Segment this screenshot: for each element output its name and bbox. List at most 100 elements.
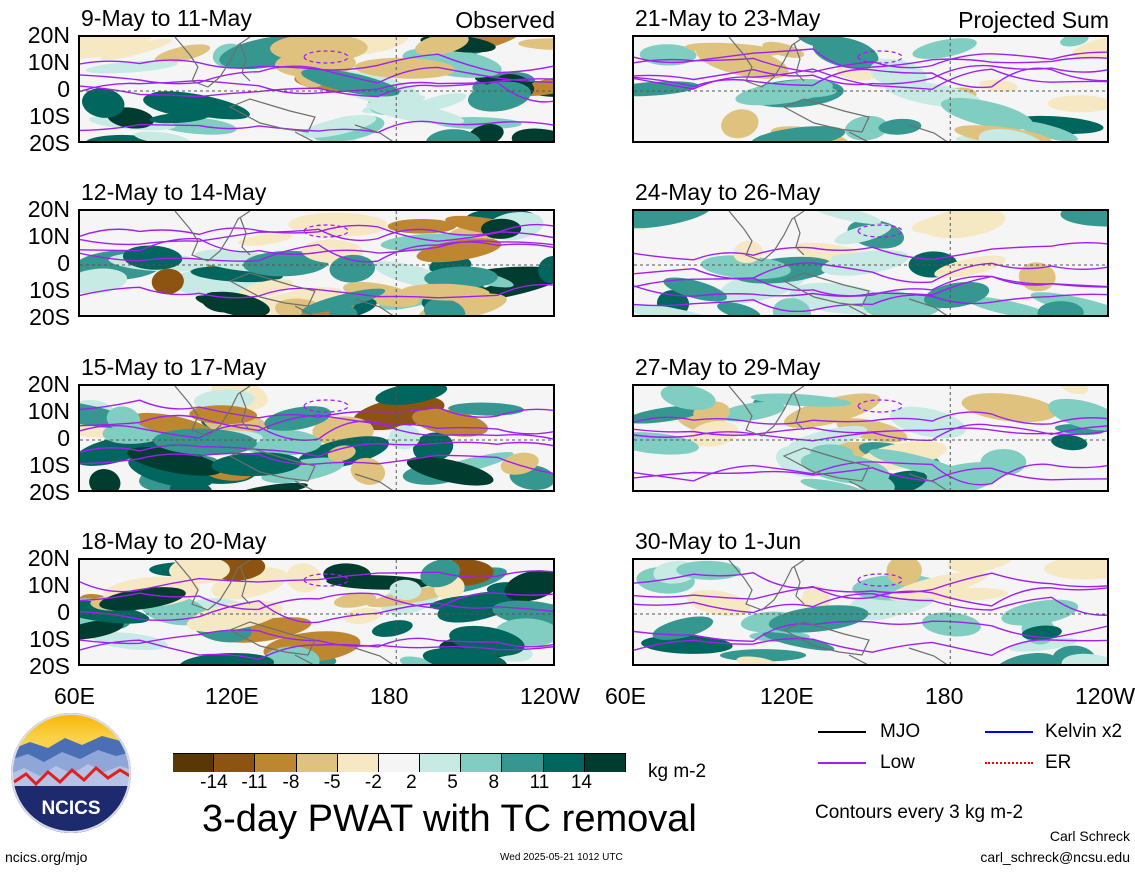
pwat-anomaly-shade bbox=[511, 128, 553, 141]
pwat-anomaly-shade bbox=[1009, 637, 1078, 652]
low-contour bbox=[80, 420, 553, 441]
colorbar-swatch bbox=[255, 754, 297, 772]
low-contour bbox=[80, 53, 553, 74]
colorbar-tick-label: -5 bbox=[323, 772, 341, 793]
pwat-anomaly-shade bbox=[845, 115, 888, 141]
panel-title: 30-May to 1-Jun bbox=[635, 528, 802, 554]
legend-label-kelvin: Kelvin x2 bbox=[1045, 721, 1123, 742]
lat-label: 10N bbox=[27, 49, 70, 75]
pwat-anomaly-shade bbox=[429, 594, 505, 611]
footer-email[interactable]: carl_schreck@ncsu.edu bbox=[980, 849, 1130, 865]
coastline bbox=[908, 473, 948, 490]
coastline bbox=[728, 560, 805, 611]
footer-url[interactable]: ncics.org/mjo bbox=[5, 849, 88, 865]
low-contour bbox=[634, 64, 1107, 86]
colorbar-tick-label: 8 bbox=[488, 772, 500, 793]
pwat-anomaly-shade bbox=[415, 37, 469, 56]
pwat-anomaly-shade bbox=[717, 302, 761, 315]
panel-label: Projected Sum bbox=[958, 7, 1109, 33]
lon-label: 180 bbox=[370, 683, 409, 709]
pwat-anomaly-shade bbox=[660, 386, 716, 411]
lon-label: 180 bbox=[925, 683, 964, 709]
lon-label: 120E bbox=[760, 683, 814, 709]
pwat-anomaly-shade bbox=[911, 212, 987, 234]
colorbar-swatch bbox=[214, 754, 256, 772]
low-contour bbox=[80, 241, 553, 263]
pwat-anomaly-shade bbox=[1037, 301, 1084, 315]
pwat-anomaly-shade bbox=[1001, 599, 1079, 626]
panel-title: 18-May to 20-May bbox=[81, 528, 267, 554]
pwat-anomaly-shade bbox=[1016, 121, 1078, 141]
legend-label-low: Low bbox=[880, 752, 915, 773]
pwat-anomaly-shade bbox=[1043, 560, 1107, 580]
lon-label: 120W bbox=[520, 683, 581, 709]
pwat-anomaly-shade bbox=[82, 88, 125, 118]
pwat-anomaly-shade bbox=[777, 85, 837, 98]
coastline bbox=[294, 480, 314, 490]
coastline bbox=[782, 621, 870, 656]
low-contour bbox=[80, 399, 553, 419]
pwat-anomaly-shade bbox=[762, 41, 805, 58]
colorbar-swatch bbox=[173, 754, 215, 772]
colorbar-tick-label: 11 bbox=[529, 772, 550, 793]
lat-label: 20N bbox=[27, 22, 70, 48]
pwat-anomaly-shade bbox=[912, 38, 977, 59]
pwat-anomaly-shade bbox=[955, 135, 1014, 141]
coastline bbox=[908, 647, 948, 664]
lat-label: 20S bbox=[29, 653, 70, 679]
low-contour bbox=[80, 79, 553, 103]
pwat-anomaly-shade bbox=[327, 445, 356, 462]
lat-label: 20S bbox=[29, 130, 70, 156]
panel-title: 9-May to 11-May bbox=[81, 5, 252, 31]
coastline bbox=[728, 386, 805, 437]
coastline bbox=[848, 131, 868, 141]
colorbar-swatch bbox=[378, 754, 421, 772]
low-contour bbox=[80, 629, 553, 651]
coastline bbox=[174, 37, 251, 88]
lat-label: 10N bbox=[27, 223, 70, 249]
pwat-anomaly-shade bbox=[500, 452, 539, 475]
coastline bbox=[174, 386, 251, 437]
pwat-anomaly-shade bbox=[1060, 37, 1089, 47]
logo-text: NCICS bbox=[41, 798, 100, 819]
low-contour bbox=[634, 637, 1107, 657]
pwat-anomaly-shade bbox=[995, 652, 1058, 664]
low-contour bbox=[80, 637, 553, 661]
pwat-anomaly-shade bbox=[924, 587, 1009, 601]
pwat-anomaly-shade bbox=[978, 128, 1046, 141]
pwat-anomaly-shade bbox=[80, 268, 128, 294]
coastline bbox=[908, 124, 948, 141]
low-contour bbox=[634, 51, 1107, 73]
pwat-anomaly-shade bbox=[423, 298, 466, 315]
lat-label: 10S bbox=[29, 452, 70, 478]
pwat-anomaly-shade bbox=[634, 303, 723, 315]
pwat-anomaly-shade bbox=[634, 211, 713, 229]
pwat-anomaly-shade bbox=[134, 131, 190, 141]
colorbar-swatch bbox=[296, 754, 338, 772]
pwat-anomaly-shade bbox=[122, 245, 183, 270]
low-contour bbox=[634, 571, 1107, 594]
coastline bbox=[294, 305, 314, 315]
pwat-anomaly-shade bbox=[388, 425, 421, 450]
pwat-anomaly-shade bbox=[634, 432, 699, 455]
panel-title: 27-May to 29-May bbox=[635, 354, 821, 380]
coastline bbox=[239, 216, 251, 256]
low-contour bbox=[634, 467, 1107, 482]
map-panel bbox=[632, 384, 1109, 492]
legend-label-er: ER bbox=[1045, 752, 1072, 773]
pwat-anomaly-shade bbox=[149, 112, 209, 124]
pwat-anomaly-shade bbox=[301, 115, 377, 138]
pwat-anomaly-shade bbox=[354, 57, 456, 79]
coastline bbox=[228, 98, 316, 133]
coastline bbox=[228, 621, 316, 656]
panel-title: 12-May to 14-May bbox=[81, 179, 267, 205]
coastline bbox=[793, 565, 805, 605]
pwat-anomaly-shade bbox=[1051, 434, 1088, 451]
panel-label: Observed bbox=[455, 7, 555, 33]
pwat-anomaly-shade bbox=[449, 625, 525, 656]
legend-line-mjo bbox=[818, 731, 866, 733]
pwat-anomaly-shade bbox=[961, 393, 1057, 423]
coastline bbox=[793, 391, 805, 431]
pwat-anomaly-shade bbox=[1060, 386, 1089, 395]
coastline bbox=[782, 272, 870, 307]
